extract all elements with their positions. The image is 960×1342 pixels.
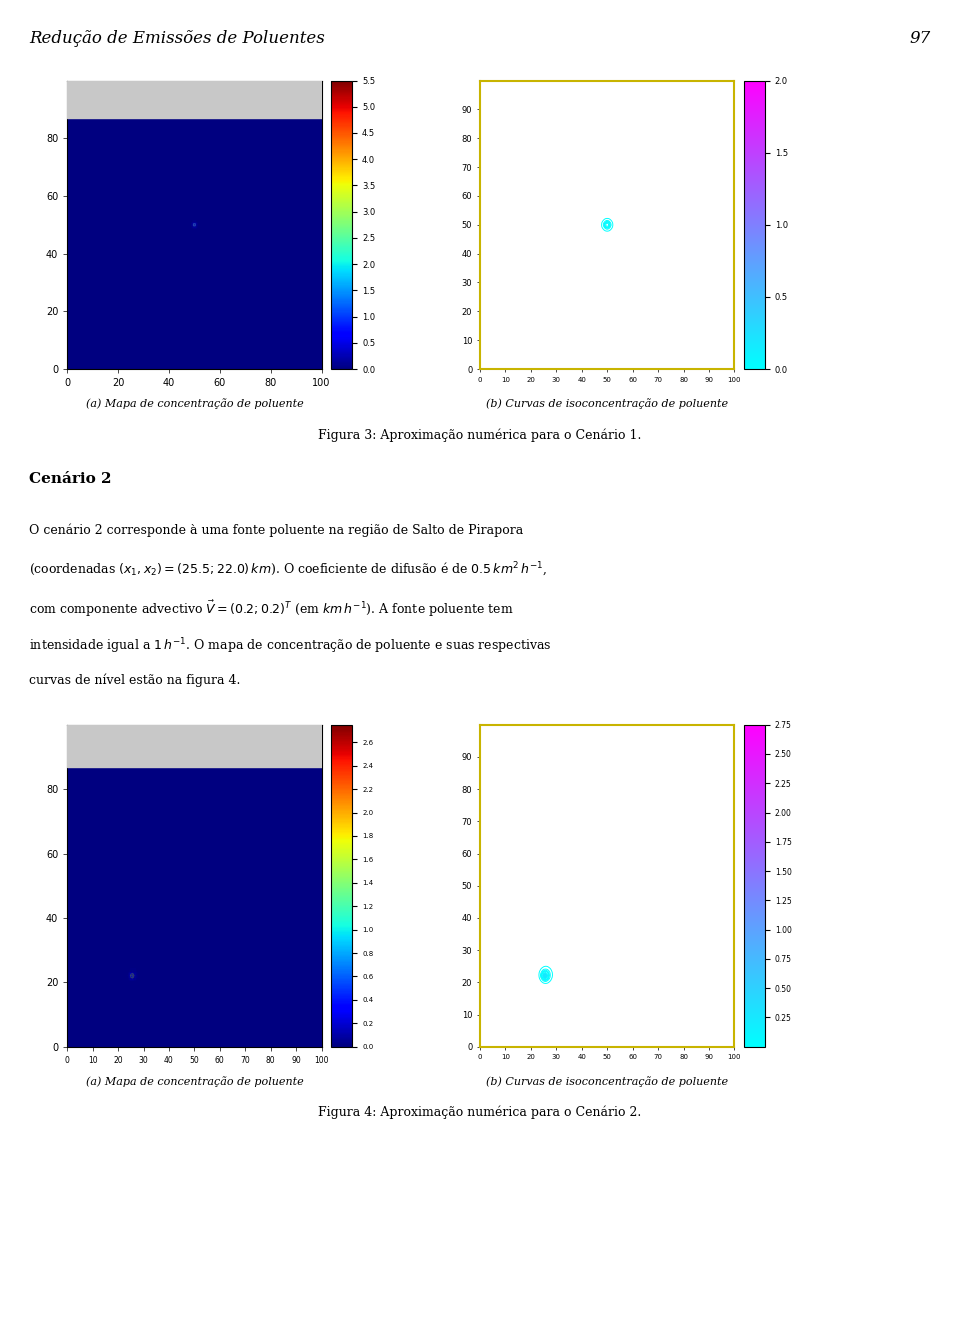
Text: Figura 4: Aproximação numérica para o Cenário 2.: Figura 4: Aproximação numérica para o Ce… (319, 1106, 641, 1119)
Text: (a) Mapa de concentração de poluente: (a) Mapa de concentração de poluente (85, 399, 303, 409)
Bar (67, 81, 322, 118)
Text: (b) Curvas de isoconcentração de poluente: (b) Curvas de isoconcentração de poluent… (486, 399, 729, 409)
Text: 97: 97 (910, 30, 931, 47)
Text: O cenário 2 corresponde à uma fonte poluente na região de Salto de Pirapora: O cenário 2 corresponde à uma fonte polu… (29, 523, 523, 537)
Text: (b) Curvas de isoconcentração de poluente: (b) Curvas de isoconcentração de poluent… (486, 1076, 729, 1087)
Text: Figura 3: Aproximação numérica para o Cenário 1.: Figura 3: Aproximação numérica para o Ce… (319, 428, 641, 442)
Text: (a) Mapa de concentração de poluente: (a) Mapa de concentração de poluente (85, 1076, 303, 1087)
Text: (coordenadas $(x_1, x_2) = (25.5; 22.0)\,km$). O coeficiente de difusão é de $0.: (coordenadas $(x_1, x_2) = (25.5; 22.0)\… (29, 561, 547, 578)
Text: intensidade igual a $1\,h^{-1}$. O mapa de concentração de poluente e suas respe: intensidade igual a $1\,h^{-1}$. O mapa … (29, 636, 551, 656)
Text: Redução de Emissões de Poluentes: Redução de Emissões de Poluentes (29, 30, 324, 47)
Text: Cenário 2: Cenário 2 (29, 472, 111, 486)
Text: com componente advectivo $\vec{V} = (0.2; 0.2)^T$ (em $km\,h^{-1}$). A fonte pol: com componente advectivo $\vec{V} = (0.2… (29, 599, 514, 619)
Text: curvas de nível estão na figura 4.: curvas de nível estão na figura 4. (29, 674, 240, 687)
Bar (67, 725, 322, 766)
